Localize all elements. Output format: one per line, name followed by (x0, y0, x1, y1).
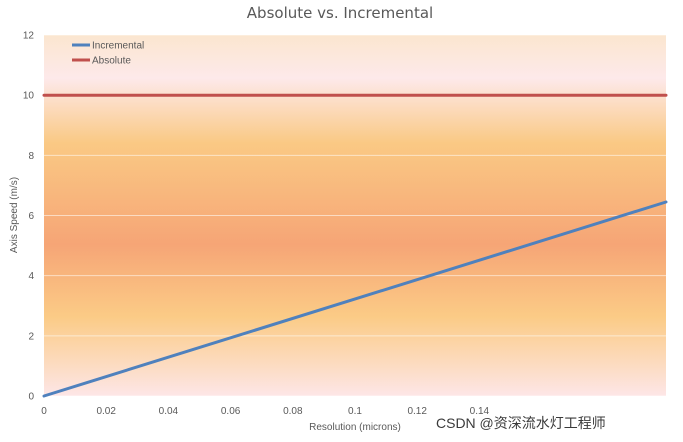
x-tick-label: 0.04 (159, 406, 179, 417)
y-axis-label: Axis Speed (m/s) (9, 177, 20, 253)
y-tick-label: 10 (23, 91, 35, 102)
y-tick-label: 12 (23, 31, 35, 42)
x-tick-label: 0.12 (407, 406, 427, 417)
y-tick-label: 0 (28, 392, 34, 403)
x-tick-label: 0.08 (283, 406, 303, 417)
chart-title: Absolute vs. Incremental (247, 4, 433, 22)
x-tick-label: 0.02 (96, 406, 116, 417)
series-line-incremental (42, 200, 668, 398)
y-tick-label: 4 (28, 271, 34, 282)
y-tick-label: 2 (28, 331, 34, 342)
legend-label: Absolute (92, 56, 131, 67)
legend-label: Incremental (92, 41, 144, 52)
x-axis-ticks: 0 0.02 0.04 0.06 0.08 0.1 0.12 0.14 (41, 406, 489, 417)
y-tick-label: 6 (28, 211, 34, 222)
watermark-text: CSDN @资深流水灯工程师 (436, 415, 606, 431)
x-axis-label: Resolution (microns) (309, 422, 401, 433)
x-tick-label: 0.1 (348, 406, 362, 417)
legend: Incremental Absolute (72, 41, 144, 67)
series (42, 93, 668, 398)
x-tick-label: 0 (41, 406, 47, 417)
y-tick-label: 8 (28, 151, 34, 162)
y-axis-ticks: 0 2 4 6 8 10 12 (23, 31, 35, 403)
x-tick-label: 0.06 (221, 406, 241, 417)
x-tick-label: 0.14 (470, 406, 490, 417)
